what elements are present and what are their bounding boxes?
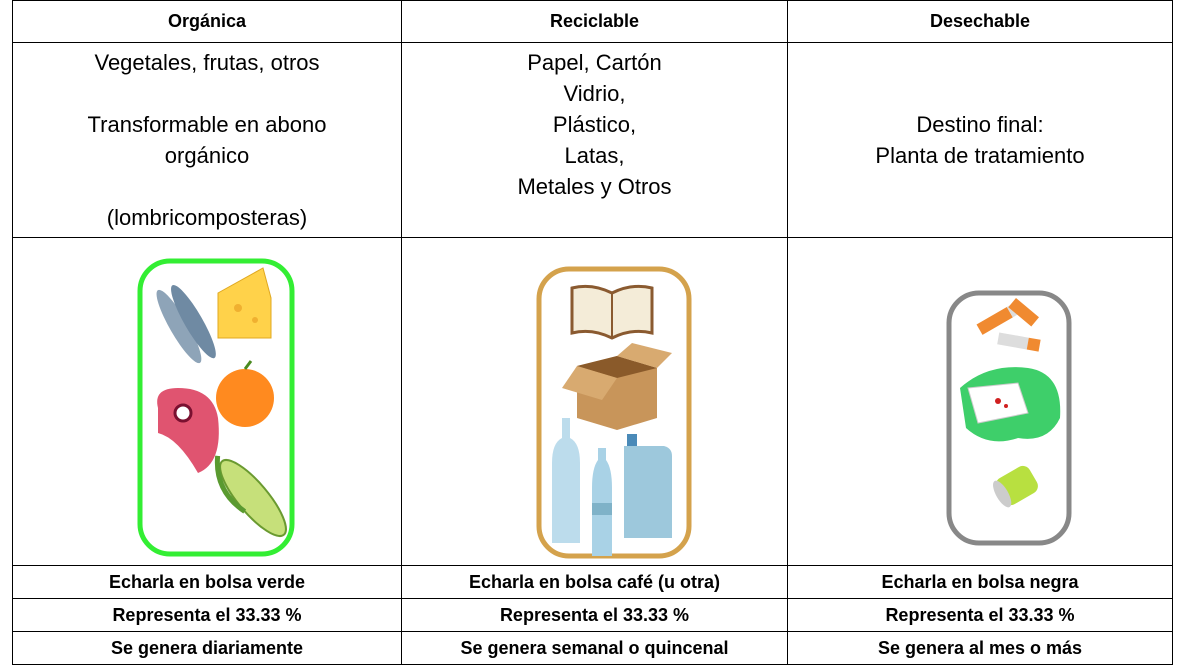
text-line: Latas, — [564, 143, 625, 168]
row-cell: Echarla en bolsa negra — [788, 566, 1173, 599]
row-cell: Representa el 33.33 % — [788, 599, 1173, 632]
text-line: Papel, Cartón — [527, 50, 662, 75]
waste-table: Orgánica Reciclable Desechable Vegetales… — [12, 0, 1173, 665]
description: Papel, Cartón Vidrio, Plástico, Latas, Metal… — [402, 47, 787, 202]
description-cell: Destino final: Planta de tratamiento — [788, 43, 1173, 238]
paragraph: Papel, Cartón Vidrio, Plástico, Latas, Metal… — [402, 47, 787, 202]
row-cell: Representa el 33.33 % — [13, 599, 402, 632]
text-line: Planta de tratamiento — [875, 143, 1085, 168]
description: Destino final: Planta de tratamiento — [788, 109, 1172, 171]
image-cell — [402, 238, 788, 566]
row-cell: Se genera diariamente — [13, 632, 402, 665]
text-line: Destino final: — [916, 112, 1044, 137]
image-cell — [13, 238, 402, 566]
description: Vegetales, frutas, otros Transformable en… — [13, 47, 401, 233]
text-line: Transformable en abono — [87, 112, 327, 137]
row-cell: Representa el 33.33 % — [402, 599, 788, 632]
row-cell: Se genera al mes o más — [788, 632, 1173, 665]
organic-illustration — [137, 258, 295, 557]
paragraph: Transformable en abono orgánico — [13, 109, 401, 171]
row-cell: Se genera semanal o quincenal — [402, 632, 788, 665]
paragraph: (lombricomposteras) — [13, 202, 401, 233]
text-line: Plástico, — [552, 112, 637, 137]
description-cell: Vegetales, frutas, otros Transformable en… — [13, 43, 402, 238]
image-cell — [788, 238, 1173, 566]
paragraph: Vegetales, frutas, otros — [13, 47, 401, 78]
description-cell: Papel, Cartón Vidrio, Plástico, Latas, Metal… — [402, 43, 788, 238]
text-line: Metales y Otros — [517, 174, 672, 199]
header-cell: Orgánica — [13, 1, 402, 43]
header-cell: Desechable — [788, 1, 1173, 43]
paragraph: Destino final: Planta de tratamiento — [788, 109, 1172, 171]
header-cell: Reciclable — [402, 1, 788, 43]
text-line: Vegetales, frutas, otros — [94, 50, 320, 75]
row-cell: Echarla en bolsa café (u otra) — [402, 566, 788, 599]
text-line: Vidrio, — [563, 81, 626, 106]
text-line: orgánico — [164, 143, 250, 168]
disposable-illustration — [946, 290, 1072, 546]
recyclable-illustration — [536, 266, 692, 559]
text-line: (lombricomposteras) — [106, 205, 308, 230]
row-cell: Echarla en bolsa verde — [13, 566, 402, 599]
